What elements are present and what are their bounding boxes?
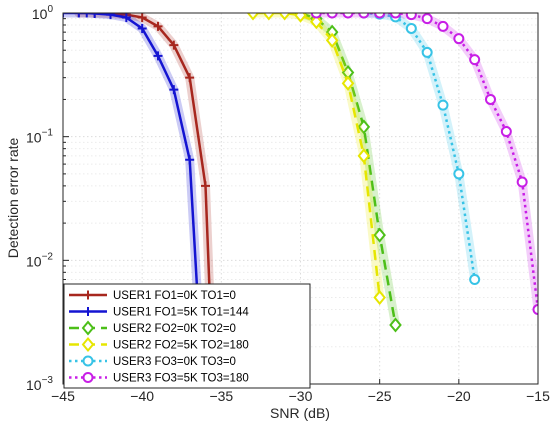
legend-marker: [82, 372, 94, 383]
legend-marker: [81, 336, 95, 353]
y-tick-label: 10−2: [26, 251, 53, 269]
series-1-point: [201, 181, 210, 191]
x-tick-label: −25: [368, 388, 392, 404]
series-6-point: [374, 13, 386, 19]
series-2-point: [169, 85, 179, 95]
series-2: [63, 13, 203, 303]
series-4: [246, 13, 386, 306]
legend-entry: USER3 FO3=0K TO3=0: [113, 356, 236, 368]
series-6-point: [342, 13, 354, 19]
series-6-point: [500, 126, 512, 138]
series-4-point: [278, 13, 291, 21]
y-tick-exponent: −2: [42, 251, 54, 262]
x-axis-label: SNR (dB): [270, 405, 330, 421]
x-tick-label: −45: [51, 388, 75, 404]
x-tick-label: −35: [209, 388, 233, 404]
series-6-point: [516, 176, 528, 188]
series-6-point: [421, 13, 433, 25]
series-2-point: [74, 13, 84, 18]
y-tick-label: 10−1: [26, 128, 53, 146]
legend-entry: USER1 FO1=0K TO1=0: [113, 290, 236, 302]
series-4-point: [341, 75, 355, 91]
legend-marker: [82, 355, 94, 367]
series-4-point: [246, 13, 260, 21]
series-6-point: [358, 13, 370, 19]
y-tick-label: 100: [32, 4, 54, 22]
series-2-point: [153, 51, 163, 61]
series-5-point: [437, 99, 449, 111]
series-4-point: [357, 148, 371, 164]
legend-marker: [83, 307, 93, 316]
series-3-point: [357, 119, 371, 135]
series-1-point: [169, 40, 179, 50]
legend: USER1 FO1=0K TO1=0 USER1 FO1=5K TO1=144 US…: [63, 283, 311, 389]
legend-entry: USER2 FO2=0K TO2=0: [113, 323, 236, 335]
series-6-point: [453, 33, 465, 45]
series-2-point: [82, 13, 92, 18]
series-5-point: [453, 168, 465, 180]
series-6-point: [326, 13, 338, 19]
legend-entry: USER1 FO1=5K TO1=144: [113, 307, 249, 319]
grid: [62, 12, 539, 385]
series-1-point: [137, 13, 147, 22]
legend-marker: [83, 290, 93, 300]
series-6-point: [405, 13, 417, 21]
series-6: [310, 13, 538, 316]
series-layer: [63, 13, 538, 384]
series-6-point: [437, 20, 449, 32]
x-tick-label: −20: [447, 388, 471, 404]
series-1-point: [185, 73, 195, 83]
series-2-point: [121, 13, 131, 22]
series-2-point: [137, 23, 147, 33]
series-2-point: [185, 155, 195, 165]
y-tick-exponent: 0: [47, 4, 53, 15]
series-4-point: [310, 14, 323, 30]
x-tick-label: −40: [130, 388, 154, 404]
series-6-point: [390, 13, 401, 19]
legend-marker: [81, 320, 95, 336]
y-tick-label: 10−3: [26, 375, 53, 393]
y-tick-base: 10: [26, 253, 42, 269]
series-5-point: [421, 46, 433, 58]
series-4-point: [325, 32, 339, 48]
series-5-point: [405, 22, 417, 34]
x-tick-label: −30: [289, 388, 313, 404]
legend-entry: USER3 FO3=5K TO3=180: [113, 373, 249, 385]
y-tick-base: 10: [32, 6, 48, 22]
series-2-point: [106, 13, 115, 20]
legend-box: [63, 283, 311, 389]
x-tick-label: −15: [526, 388, 550, 404]
series-4-point: [373, 289, 386, 306]
series-2-point: [90, 13, 100, 19]
series-4-point: [262, 13, 276, 21]
y-tick-base: 10: [26, 377, 42, 393]
series-3-point: [373, 227, 386, 243]
series-3-point: [389, 317, 402, 333]
series-6-point: [310, 13, 322, 19]
series-6-point: [469, 54, 481, 66]
y-tick-base: 10: [26, 130, 42, 146]
series-1-point: [153, 21, 163, 31]
y-axis-label: Detection error rate: [5, 137, 21, 258]
series-6-point: [485, 93, 496, 105]
series-5-point: [469, 273, 481, 285]
y-tick-exponent: −3: [42, 375, 54, 386]
legend-entry: USER2 FO2=5K TO2=180: [113, 340, 249, 352]
y-tick-exponent: −1: [42, 128, 54, 139]
series-6-point: [532, 304, 538, 316]
series-6-line: [316, 13, 538, 310]
